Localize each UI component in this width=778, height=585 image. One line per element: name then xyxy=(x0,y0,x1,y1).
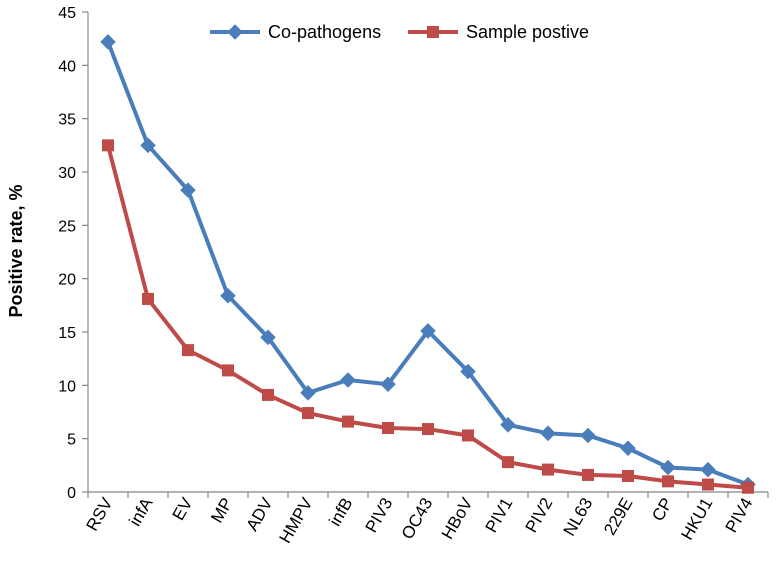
data-point-sample-postive-piv2 xyxy=(542,463,554,476)
data-point-co-pathogens-229e xyxy=(620,440,636,457)
legend-marker-co-pathogens xyxy=(227,24,243,40)
data-point-sample-postive-nl63 xyxy=(582,468,594,481)
data-point-sample-postive-oc43 xyxy=(422,423,434,436)
y-tick-label: 0 xyxy=(67,485,76,502)
x-tick-label-ev: EV xyxy=(169,494,197,524)
x-tick-label-piv3: PIV3 xyxy=(362,495,397,536)
x-tick-label-hmpv: HMPV xyxy=(275,494,316,547)
x-tick-label-piv1: PIV1 xyxy=(482,495,517,536)
data-point-co-pathogens-infa xyxy=(140,137,156,154)
data-point-co-pathogens-mp xyxy=(220,287,236,304)
data-point-sample-postive-229e xyxy=(622,470,634,482)
data-point-sample-postive-piv4 xyxy=(742,481,754,494)
data-point-sample-postive-hbov xyxy=(462,429,474,442)
data-point-co-pathogens-infb xyxy=(340,372,356,388)
data-point-co-pathogens-rsv xyxy=(100,34,116,50)
data-point-co-pathogens-ev xyxy=(180,182,196,198)
data-point-co-pathogens-hku1 xyxy=(700,461,716,478)
y-tick-label: 10 xyxy=(58,378,76,395)
data-point-sample-postive-cp xyxy=(662,475,674,488)
data-point-sample-postive-mp xyxy=(222,364,234,377)
legend-marker-sample-postive xyxy=(427,26,439,38)
x-tick-label-infb: infB xyxy=(325,495,356,530)
data-point-co-pathogens-nl63 xyxy=(580,427,596,444)
data-point-sample-postive-piv3 xyxy=(382,422,394,434)
x-tick-label-hku1: HKU1 xyxy=(677,495,716,544)
y-axis-title: Positive rate, % xyxy=(6,184,26,317)
x-tick-label-infa: infA xyxy=(125,494,156,529)
x-tick-label-mp: MP xyxy=(207,495,236,527)
data-point-sample-postive-ev xyxy=(182,344,194,357)
legend-item-co-pathogens: Co-pathogens xyxy=(210,22,381,42)
x-tick-label-piv2: PIV2 xyxy=(522,495,557,536)
x-tick-label-piv4: PIV4 xyxy=(722,495,757,536)
x-tick-label-nl63: NL63 xyxy=(560,495,597,540)
y-tick-label: 25 xyxy=(58,218,76,235)
data-point-sample-postive-hku1 xyxy=(702,478,714,491)
data-point-sample-postive-hmpv xyxy=(302,407,314,420)
series-sample-postive xyxy=(102,139,754,494)
data-point-co-pathogens-piv2 xyxy=(540,425,556,442)
legend-label-sample-postive: Sample postive xyxy=(466,22,589,42)
y-tick-label: 40 xyxy=(58,58,76,75)
data-point-sample-postive-piv1 xyxy=(502,456,514,469)
legend-item-sample-postive: Sample postive xyxy=(408,22,589,42)
x-tick-label-adv: ADV xyxy=(243,494,277,534)
y-tick-label: 20 xyxy=(58,272,76,289)
data-point-sample-postive-adv xyxy=(262,388,274,401)
y-tick-label: 35 xyxy=(58,112,76,129)
series-line-sample-postive xyxy=(106,144,749,490)
data-point-sample-postive-infa xyxy=(142,292,154,305)
y-tick-label: 30 xyxy=(58,165,76,182)
legend: Co-pathogens Sample postive xyxy=(210,22,589,42)
data-point-sample-postive-infb xyxy=(342,415,354,428)
series-line-co-pathogens xyxy=(106,41,749,487)
y-tick-label: 15 xyxy=(58,325,76,342)
x-tick-label-229e: 229E xyxy=(600,495,636,539)
x-tick-label-cp: CP xyxy=(648,495,676,525)
legend-label-co-pathogens: Co-pathogens xyxy=(268,22,381,42)
x-tick-label-rsv: RSV xyxy=(83,494,117,534)
y-tick-label: 45 xyxy=(58,5,76,22)
data-point-sample-postive-rsv xyxy=(102,139,114,152)
x-tick-label-oc43: OC43 xyxy=(398,495,437,543)
y-tick-label: 5 xyxy=(67,432,76,449)
data-point-co-pathogens-cp xyxy=(660,459,676,476)
x-tick-label-hbov: HBoV xyxy=(438,494,477,543)
